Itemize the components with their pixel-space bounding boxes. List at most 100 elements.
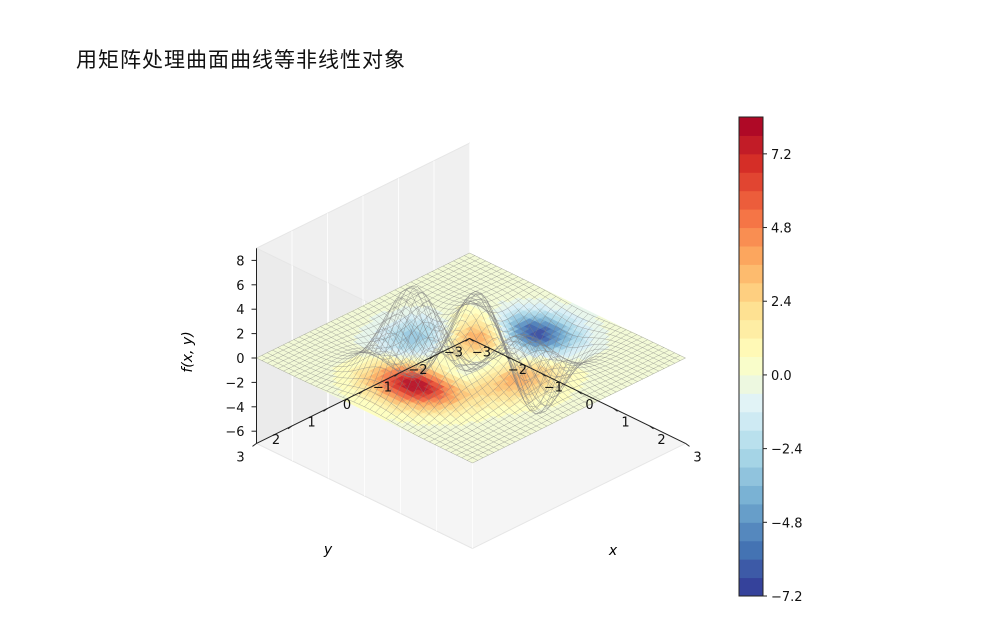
wire-line-y	[277, 347, 494, 453]
z-tick-label: 8	[236, 254, 244, 269]
z-axis-label: f(x, y)	[180, 331, 196, 372]
z-tick-label: 0	[236, 352, 244, 367]
y-tick-label: −3	[444, 345, 463, 360]
y-tick	[465, 337, 470, 342]
colorbar-tick-label: −2.4	[771, 443, 803, 458]
page-title: 用矩阵处理曲面曲线等非线性对象	[76, 48, 406, 72]
x-tick	[469, 337, 474, 342]
colorbar-segment	[739, 135, 763, 155]
z-tick-label: 4	[236, 303, 244, 318]
colorbar-segment	[739, 374, 763, 394]
wire-line-y	[314, 291, 532, 435]
colorbar-tick-label: −7.2	[771, 590, 803, 605]
colorbar-segment	[739, 153, 763, 173]
wire-line-y	[325, 321, 542, 429]
wire-line-x	[472, 357, 686, 464]
y-tick	[287, 425, 293, 430]
colorbar-segment	[739, 393, 763, 413]
wire-line-y	[266, 352, 484, 458]
wire-line-x	[407, 327, 621, 431]
wire-line-x	[445, 344, 659, 451]
wire-line-x	[456, 349, 670, 456]
y-tick-label: −1	[373, 380, 392, 395]
z-tick-label: −6	[225, 425, 244, 440]
wire-line-x	[369, 291, 584, 412]
wire-line-y	[256, 357, 473, 464]
colorbar-tick-label: 4.8	[771, 222, 792, 237]
wire-line-y	[293, 314, 510, 445]
colorbar-segment	[739, 356, 763, 376]
colorbar-segment	[739, 172, 763, 192]
y-tick-label: −2	[408, 363, 427, 378]
colorbar-tick-label: 7.2	[771, 148, 792, 163]
wire-line-x	[418, 331, 632, 437]
colorbar-segment	[739, 245, 763, 265]
colorbar: −7.2 −4.8 −2.4 0.0 2.4 4.8 7.2	[738, 116, 803, 605]
x-tick-label: −3	[472, 345, 491, 360]
wire-line-y	[283, 344, 500, 451]
wire-line-x	[412, 329, 627, 434]
x-tick-label: −2	[508, 363, 527, 378]
y-tick	[394, 372, 399, 377]
wire-line-x	[466, 355, 681, 461]
colorbar-segment	[739, 448, 763, 468]
wire-line-y	[288, 332, 505, 448]
colorbar-frame	[738, 116, 764, 597]
wire-line-y	[320, 305, 537, 432]
colorbar-segment	[739, 522, 763, 542]
wire-line-x	[439, 342, 654, 448]
wire-line-y	[330, 321, 548, 427]
wire-line-y	[346, 313, 564, 419]
wire-line-x	[385, 318, 600, 419]
colorbar-tick-label: 2.4	[771, 295, 792, 310]
colorbar-segment	[739, 430, 763, 450]
colorbar-segment	[739, 227, 763, 247]
x-tick-label: 2	[657, 433, 665, 448]
x-tick	[577, 390, 582, 395]
colorbar-tick-label: 0.0	[771, 369, 792, 384]
colorbar-segment	[739, 264, 763, 284]
wire-line-y	[341, 316, 558, 421]
z-tick-label: 6	[236, 279, 244, 294]
y-tick-label: 2	[272, 433, 280, 448]
colorbar-segment	[739, 540, 763, 560]
colorbar-segment	[739, 559, 763, 579]
colorbar-segment	[739, 301, 763, 321]
colorbar-tick-label: −4.8	[771, 516, 803, 531]
surface-wireframe	[256, 252, 686, 464]
x-tick-label: 3	[693, 450, 701, 465]
colorbar-segment	[739, 467, 763, 486]
wire-line-x	[429, 336, 643, 443]
y-tick-label: 3	[236, 450, 244, 465]
colorbar-segment	[739, 485, 763, 505]
x-tick-label: 0	[585, 398, 593, 413]
z-tick-label: 2	[236, 328, 244, 343]
x-tick	[613, 407, 618, 412]
wire-line-y	[362, 305, 580, 411]
axes-ticks: −3 −2 −1 0 1 2 3 −3 −2 −1 0 1 2 3 −6 −4 −2 0 2 4 6 8	[225, 248, 702, 465]
z-tick-label: −2	[225, 376, 244, 391]
y-tick	[252, 442, 257, 447]
colorbar-segment	[739, 117, 763, 136]
x-tick	[685, 442, 690, 447]
y-axis-label: y	[323, 542, 333, 558]
x-tick	[649, 425, 654, 430]
y-tick-label: 1	[307, 415, 315, 430]
wire-line-x	[375, 300, 589, 415]
colorbar-segment	[739, 503, 763, 523]
wire-line-x	[423, 334, 638, 440]
x-tick-label: −1	[544, 380, 563, 395]
colorbar-segment	[739, 577, 763, 597]
x-tick-label: 1	[621, 415, 629, 430]
y-tick	[429, 355, 435, 360]
wire-line-y	[261, 355, 478, 461]
wire-line-x	[450, 347, 664, 453]
colorbar-segment	[739, 338, 763, 357]
x-tick	[541, 372, 546, 377]
x-tick	[505, 355, 510, 360]
colorbar-segment	[739, 411, 763, 431]
colorbar-segment	[739, 209, 763, 229]
colorbar-segment	[739, 282, 763, 302]
wire-line-x	[396, 322, 611, 425]
